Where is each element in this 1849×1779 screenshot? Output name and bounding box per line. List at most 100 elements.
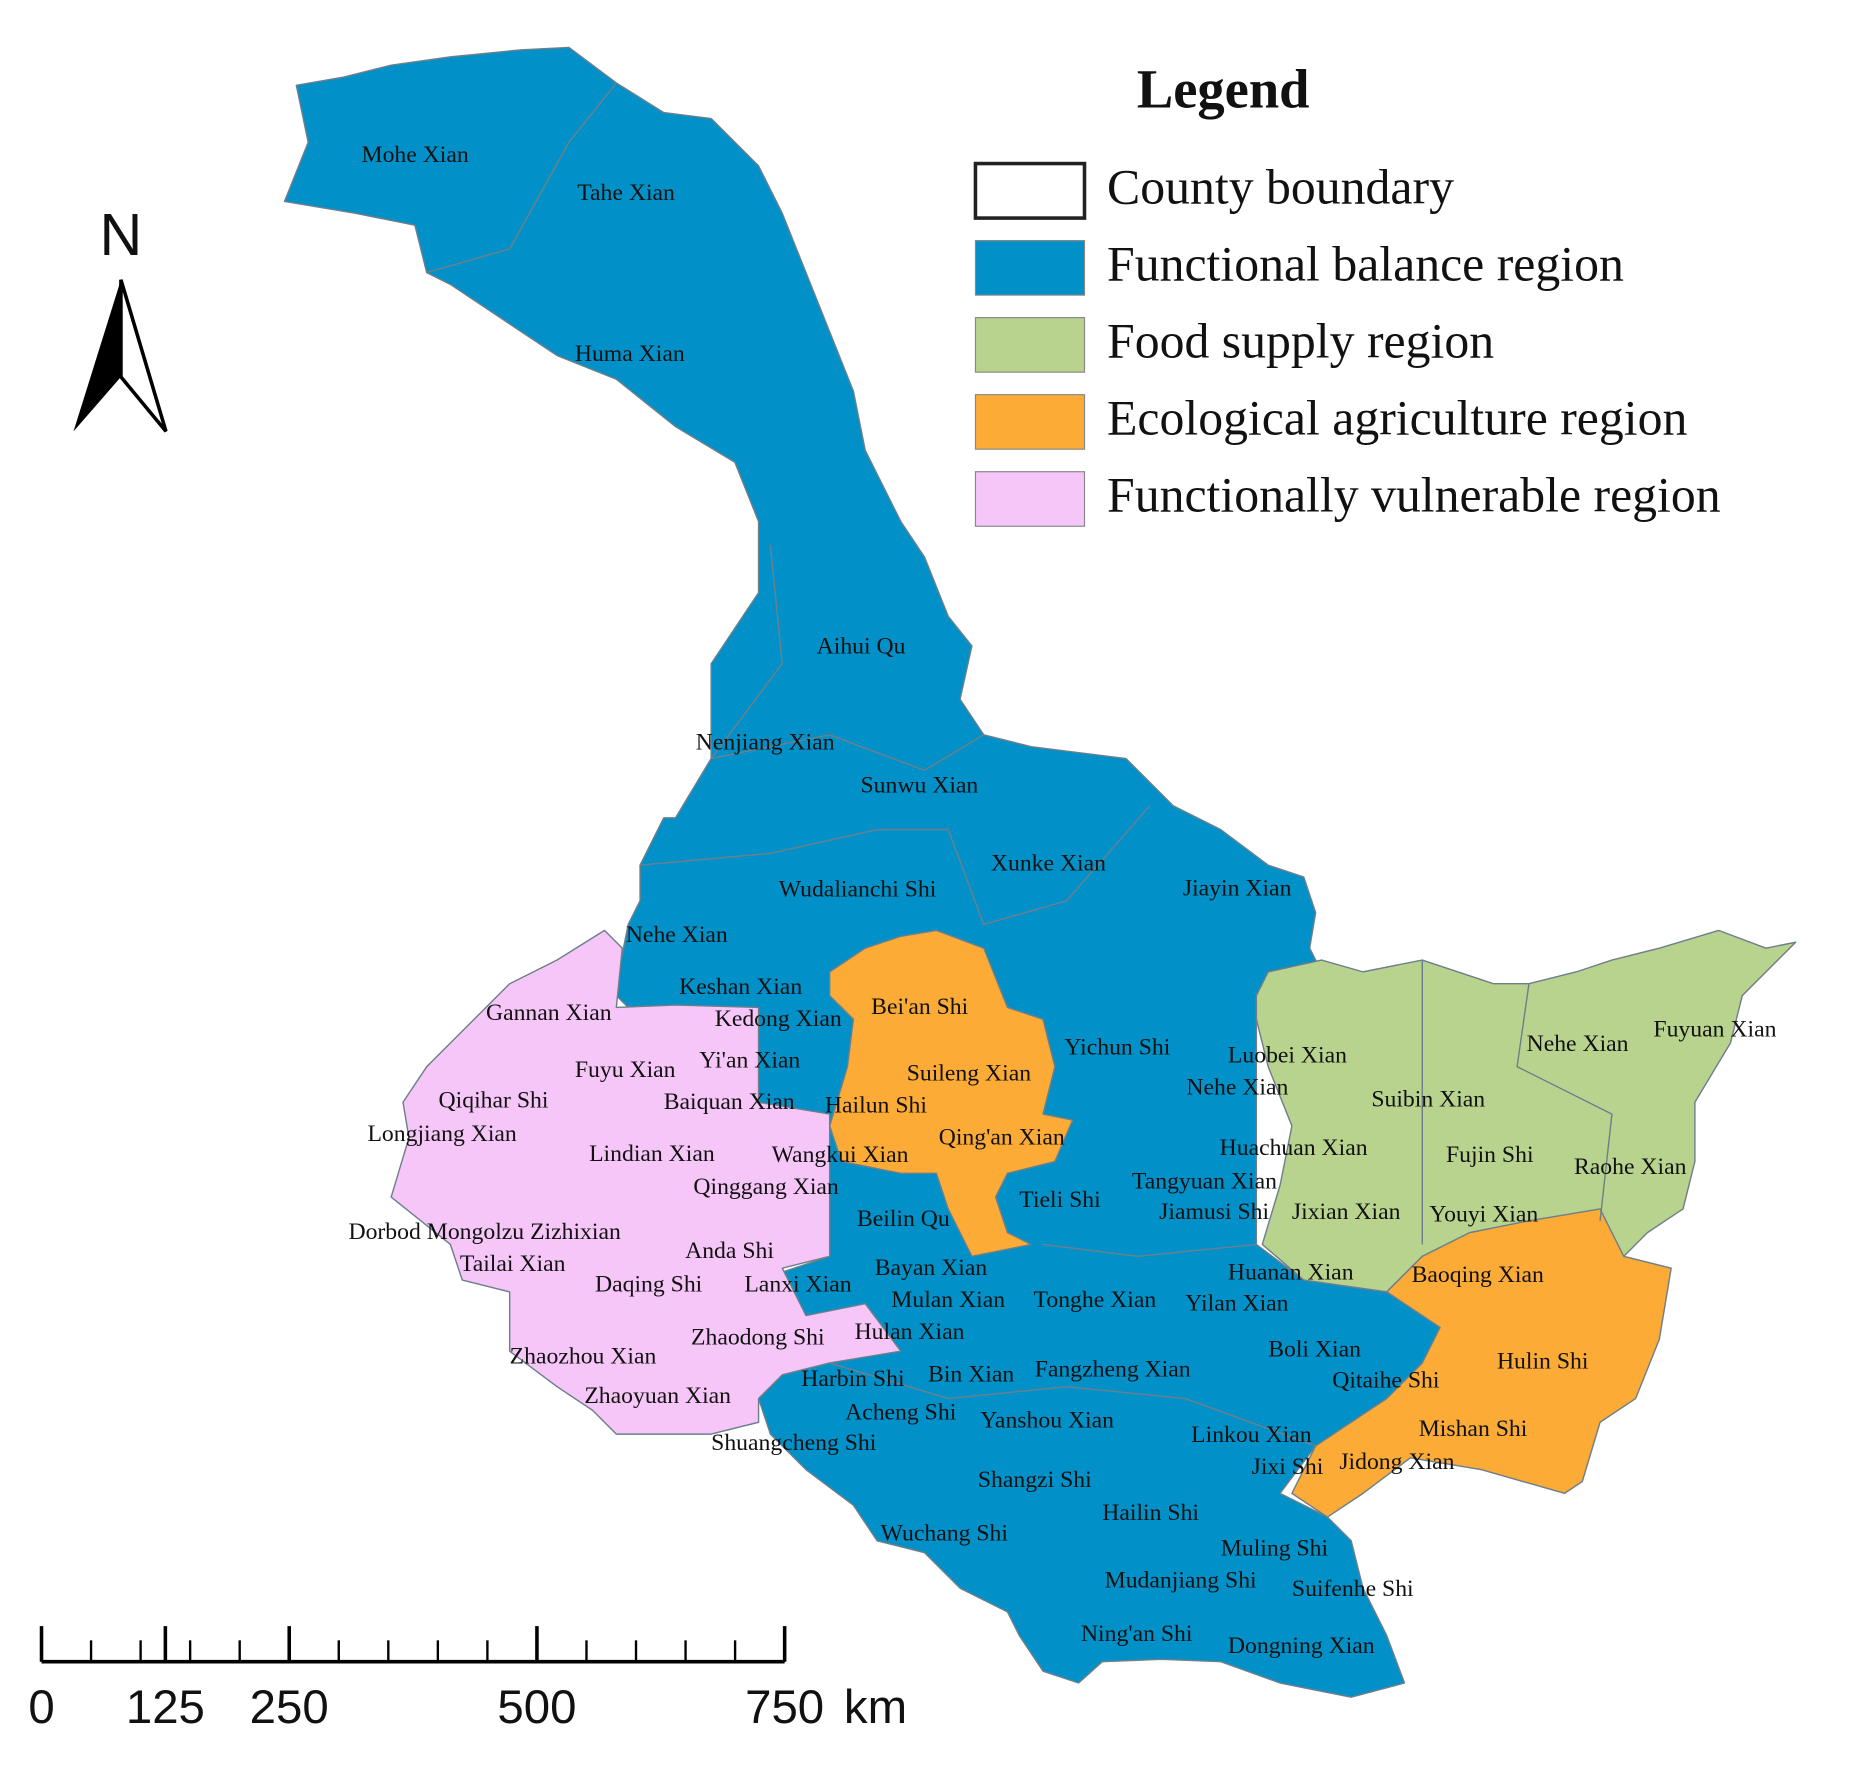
county-label: Bayan Xian [875,1255,988,1281]
county-label: Qiqihar Shi [439,1088,549,1114]
county-label: Wangkui Xian [772,1142,909,1168]
county-label: Acheng Shi [845,1399,957,1425]
county-label: Mohe Xian [362,142,469,168]
county-label: Shangzi Shi [978,1467,1092,1493]
scale-label: 0 [28,1681,54,1734]
county-label: Hulan Xian [855,1319,965,1345]
county-label: Raohe Xian [1574,1154,1687,1180]
county-label: Luobei Xian [1228,1043,1347,1069]
county-label: Anda Shi [685,1238,774,1264]
county-label: Tonghe Xian [1034,1287,1157,1313]
county-label: Lindian Xian [589,1141,715,1167]
legend-title: Legend [1137,58,1310,119]
county-label: Bin Xian [928,1361,1014,1387]
county-label: Boli Xian [1268,1337,1361,1363]
legend: County boundary Functional balance region… [973,159,1721,527]
county-label: Kedong Xian [715,1006,842,1032]
county-label: Wudalianchi Shi [779,877,937,903]
legend-label: Functionally vulnerable region [1107,468,1721,523]
functionally-vulnerable-area [390,929,902,1435]
county-label: Hulin Shi [1497,1348,1589,1374]
food-supply-area [1255,929,1797,1293]
county-label: Nehe Xian [626,922,728,948]
county-label: Shuangcheng Shi [711,1430,877,1456]
legend-swatch [974,394,1086,450]
county-label: Huachuan Xian [1220,1135,1368,1161]
county-label: Baiquan Xian [664,1089,795,1115]
scale-label: 125 [126,1681,205,1734]
legend-label: Ecological agriculture region [1107,391,1687,446]
county-label: Jiamusi Shi [1159,1199,1269,1225]
county-label: Qitaihe Shi [1332,1367,1440,1393]
county-label: Mulan Xian [891,1287,1005,1313]
county-label: Dongning Xian [1228,1633,1375,1659]
ecological-agriculture-area [1291,1208,1672,1518]
county-label: Harbin Shi [801,1366,905,1392]
legend-swatch [974,471,1086,527]
scale-unit: km [844,1681,907,1734]
county-boundary [710,545,985,772]
county-label: Bei'an Shi [871,994,968,1020]
legend-swatch [974,240,1086,296]
county-boundary [829,1362,1316,1447]
county-label: Nehe Xian [1186,1075,1288,1101]
county-label: Qinggang Xian [693,1174,839,1200]
county-label: Sunwu Xian [860,772,978,798]
county-label: Daqing Shi [595,1271,703,1297]
county-label: Longjiang Xian [367,1121,516,1147]
county-label: Ning'an Shi [1081,1621,1193,1647]
county-label: Zhaozhou Xian [510,1344,657,1370]
county-label: Aihui Qu [817,634,906,660]
county-label: Suifenhe Shi [1292,1576,1414,1602]
county-label: Keshan Xian [679,974,802,1000]
county-label: Yilan Xian [1185,1290,1288,1316]
north-arrow [73,279,121,432]
scale-label: 500 [497,1681,576,1734]
county-label: Jixi Shi [1252,1454,1324,1480]
county-boundary [1042,1243,1257,1258]
county-label: Nehe Xian [1527,1031,1629,1057]
county-label: Yanshou Xian [980,1408,1114,1434]
ecological-agriculture-area [828,929,1074,1258]
scale-bar: 0 125 250 500 750 km [28,1626,907,1734]
county-label: Suibin Xian [1371,1086,1485,1112]
county-label: Hailun Shi [825,1092,927,1118]
county-boundary [1516,983,1613,1221]
county-label: Hailin Shi [1102,1500,1199,1526]
county-label: Fuyuan Xian [1653,1017,1776,1043]
county-label: Youyi Xian [1429,1201,1538,1227]
county-label: Huanan Xian [1228,1260,1354,1286]
legend-label: Functional balance region [1107,236,1624,291]
legend-label: County boundary [1107,159,1454,214]
county-label: Xunke Xian [991,851,1106,877]
county-label: Baoqing Xian [1412,1262,1544,1288]
county-boundary [426,82,617,274]
county-label: Lanxi Xian [744,1271,851,1297]
county-label: Fangzheng Xian [1035,1357,1191,1383]
county-label: Huma Xian [575,341,685,367]
county-boundary [639,805,1151,926]
county-label: Tangyuan Xian [1132,1168,1277,1194]
county-label: Beilin Qu [857,1206,950,1232]
county-label: Zhaoyuan Xian [584,1383,731,1409]
county-label: Jiayin Xian [1183,876,1292,902]
legend-label: Food supply region [1107,314,1494,369]
scale-label: 250 [250,1681,329,1734]
county-label: Muling Shi [1221,1536,1329,1562]
county-label: Mishan Shi [1419,1416,1528,1442]
north-label: N [100,201,143,268]
legend-swatch [974,317,1086,373]
county-label: Tieli Shi [1019,1187,1101,1213]
county-label: Yichun Shi [1064,1034,1170,1060]
county-label: Fuyu Xian [575,1057,676,1083]
north-arrow [119,279,168,433]
county-label: Tailai Xian [460,1251,566,1277]
county-label: Gannan Xian [486,1000,612,1026]
county-label: Yi'an Xian [699,1047,800,1073]
county-label: Wuchang Shi [881,1520,1009,1546]
county-labels: Mohe Xian Tahe Xian Huma Xian Aihui Qu Nenji… [348,142,1776,1659]
county-label: Zhaodong Shi [691,1325,825,1351]
legend-swatch [973,161,1087,220]
